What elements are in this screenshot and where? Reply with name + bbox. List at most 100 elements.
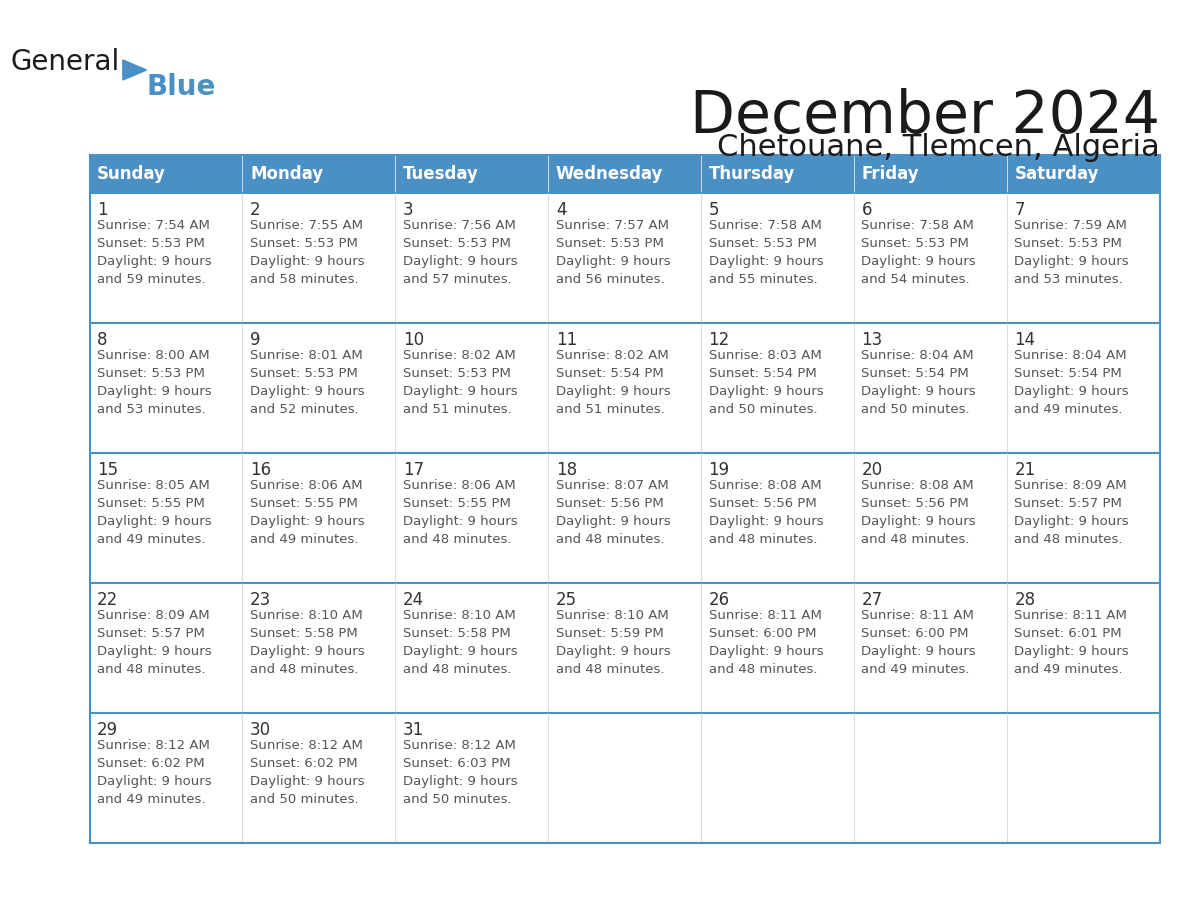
Text: 26: 26 (708, 591, 729, 609)
Text: General: General (11, 48, 120, 76)
Bar (396, 155, 548, 193)
Text: 27: 27 (861, 591, 883, 609)
Text: Sunrise: 8:03 AM
Sunset: 5:54 PM
Daylight: 9 hours
and 50 minutes.: Sunrise: 8:03 AM Sunset: 5:54 PM Dayligh… (708, 349, 823, 416)
Text: Sunrise: 7:58 AM
Sunset: 5:53 PM
Daylight: 9 hours
and 55 minutes.: Sunrise: 7:58 AM Sunset: 5:53 PM Dayligh… (708, 219, 823, 286)
Text: Saturday: Saturday (1015, 165, 1099, 183)
Bar (701, 713, 854, 843)
Bar (548, 193, 701, 323)
Bar (89, 155, 242, 193)
Text: Sunrise: 8:11 AM
Sunset: 6:01 PM
Daylight: 9 hours
and 49 minutes.: Sunrise: 8:11 AM Sunset: 6:01 PM Dayligh… (1015, 609, 1129, 676)
Text: Sunrise: 7:59 AM
Sunset: 5:53 PM
Daylight: 9 hours
and 53 minutes.: Sunrise: 7:59 AM Sunset: 5:53 PM Dayligh… (1015, 219, 1129, 286)
Text: Sunrise: 8:02 AM
Sunset: 5:53 PM
Daylight: 9 hours
and 51 minutes.: Sunrise: 8:02 AM Sunset: 5:53 PM Dayligh… (403, 349, 518, 416)
Text: 22: 22 (97, 591, 119, 609)
Bar (1006, 453, 1159, 583)
Text: Sunrise: 8:04 AM
Sunset: 5:54 PM
Daylight: 9 hours
and 50 minutes.: Sunrise: 8:04 AM Sunset: 5:54 PM Dayligh… (861, 349, 977, 416)
Bar (89, 193, 242, 323)
Bar (89, 583, 242, 713)
Bar (854, 323, 1006, 453)
Text: 6: 6 (861, 201, 872, 219)
Text: 8: 8 (97, 331, 108, 349)
Text: 18: 18 (556, 461, 577, 479)
Bar (89, 323, 242, 453)
Text: December 2024: December 2024 (689, 88, 1159, 145)
Text: Chetouane, Tlemcen, Algeria: Chetouane, Tlemcen, Algeria (716, 133, 1159, 162)
Text: 28: 28 (1015, 591, 1036, 609)
Text: Sunrise: 8:06 AM
Sunset: 5:55 PM
Daylight: 9 hours
and 49 minutes.: Sunrise: 8:06 AM Sunset: 5:55 PM Dayligh… (251, 479, 365, 546)
Bar (701, 453, 854, 583)
Text: 15: 15 (97, 461, 119, 479)
Text: Friday: Friday (861, 165, 920, 183)
Text: 30: 30 (251, 721, 271, 739)
Text: 11: 11 (556, 331, 577, 349)
Text: Sunrise: 8:00 AM
Sunset: 5:53 PM
Daylight: 9 hours
and 53 minutes.: Sunrise: 8:00 AM Sunset: 5:53 PM Dayligh… (97, 349, 211, 416)
Bar (701, 583, 854, 713)
Text: Sunrise: 7:55 AM
Sunset: 5:53 PM
Daylight: 9 hours
and 58 minutes.: Sunrise: 7:55 AM Sunset: 5:53 PM Dayligh… (251, 219, 365, 286)
Text: Sunrise: 8:10 AM
Sunset: 5:58 PM
Daylight: 9 hours
and 48 minutes.: Sunrise: 8:10 AM Sunset: 5:58 PM Dayligh… (251, 609, 365, 676)
Text: Sunrise: 8:05 AM
Sunset: 5:55 PM
Daylight: 9 hours
and 49 minutes.: Sunrise: 8:05 AM Sunset: 5:55 PM Dayligh… (97, 479, 211, 546)
Bar (242, 155, 396, 193)
Bar (854, 193, 1006, 323)
Bar (242, 583, 396, 713)
Text: 12: 12 (708, 331, 729, 349)
Text: 9: 9 (251, 331, 260, 349)
Text: Sunrise: 7:58 AM
Sunset: 5:53 PM
Daylight: 9 hours
and 54 minutes.: Sunrise: 7:58 AM Sunset: 5:53 PM Dayligh… (861, 219, 977, 286)
Bar (1006, 155, 1159, 193)
Bar (548, 713, 701, 843)
Text: 13: 13 (861, 331, 883, 349)
Text: 20: 20 (861, 461, 883, 479)
Bar (396, 453, 548, 583)
Bar (89, 713, 242, 843)
Text: 17: 17 (403, 461, 424, 479)
Text: 5: 5 (708, 201, 719, 219)
Text: Monday: Monday (251, 165, 323, 183)
Text: Sunrise: 7:54 AM
Sunset: 5:53 PM
Daylight: 9 hours
and 59 minutes.: Sunrise: 7:54 AM Sunset: 5:53 PM Dayligh… (97, 219, 211, 286)
Text: Sunrise: 8:12 AM
Sunset: 6:02 PM
Daylight: 9 hours
and 49 minutes.: Sunrise: 8:12 AM Sunset: 6:02 PM Dayligh… (97, 739, 211, 806)
Bar (242, 323, 396, 453)
Text: Sunrise: 8:06 AM
Sunset: 5:55 PM
Daylight: 9 hours
and 48 minutes.: Sunrise: 8:06 AM Sunset: 5:55 PM Dayligh… (403, 479, 518, 546)
Text: Sunrise: 8:11 AM
Sunset: 6:00 PM
Daylight: 9 hours
and 48 minutes.: Sunrise: 8:11 AM Sunset: 6:00 PM Dayligh… (708, 609, 823, 676)
Text: Sunrise: 7:56 AM
Sunset: 5:53 PM
Daylight: 9 hours
and 57 minutes.: Sunrise: 7:56 AM Sunset: 5:53 PM Dayligh… (403, 219, 518, 286)
Bar (89, 453, 242, 583)
Text: 25: 25 (556, 591, 577, 609)
Text: 24: 24 (403, 591, 424, 609)
Text: Sunrise: 8:10 AM
Sunset: 5:59 PM
Daylight: 9 hours
and 48 minutes.: Sunrise: 8:10 AM Sunset: 5:59 PM Dayligh… (556, 609, 670, 676)
Bar (242, 453, 396, 583)
Text: 1: 1 (97, 201, 108, 219)
Bar (396, 713, 548, 843)
Text: Sunrise: 8:07 AM
Sunset: 5:56 PM
Daylight: 9 hours
and 48 minutes.: Sunrise: 8:07 AM Sunset: 5:56 PM Dayligh… (556, 479, 670, 546)
Bar (548, 453, 701, 583)
Text: 14: 14 (1015, 331, 1036, 349)
Text: 16: 16 (251, 461, 271, 479)
Text: Blue: Blue (146, 73, 216, 101)
Text: Sunrise: 7:57 AM
Sunset: 5:53 PM
Daylight: 9 hours
and 56 minutes.: Sunrise: 7:57 AM Sunset: 5:53 PM Dayligh… (556, 219, 670, 286)
Bar (548, 155, 701, 193)
Bar (701, 155, 854, 193)
Text: Sunrise: 8:11 AM
Sunset: 6:00 PM
Daylight: 9 hours
and 49 minutes.: Sunrise: 8:11 AM Sunset: 6:00 PM Dayligh… (861, 609, 977, 676)
Bar (854, 713, 1006, 843)
Text: Sunrise: 8:12 AM
Sunset: 6:03 PM
Daylight: 9 hours
and 50 minutes.: Sunrise: 8:12 AM Sunset: 6:03 PM Dayligh… (403, 739, 518, 806)
Text: Sunrise: 8:08 AM
Sunset: 5:56 PM
Daylight: 9 hours
and 48 minutes.: Sunrise: 8:08 AM Sunset: 5:56 PM Dayligh… (708, 479, 823, 546)
Text: 2: 2 (251, 201, 260, 219)
Text: Sunrise: 8:09 AM
Sunset: 5:57 PM
Daylight: 9 hours
and 48 minutes.: Sunrise: 8:09 AM Sunset: 5:57 PM Dayligh… (97, 609, 211, 676)
Text: 3: 3 (403, 201, 413, 219)
Bar (396, 583, 548, 713)
Bar (548, 323, 701, 453)
Bar (1006, 713, 1159, 843)
Text: 10: 10 (403, 331, 424, 349)
Text: Sunday: Sunday (97, 165, 166, 183)
Text: 19: 19 (708, 461, 729, 479)
Bar (854, 453, 1006, 583)
Bar (701, 193, 854, 323)
Bar (548, 583, 701, 713)
Text: 23: 23 (251, 591, 271, 609)
Text: Sunrise: 8:08 AM
Sunset: 5:56 PM
Daylight: 9 hours
and 48 minutes.: Sunrise: 8:08 AM Sunset: 5:56 PM Dayligh… (861, 479, 977, 546)
Bar (242, 193, 396, 323)
Text: 29: 29 (97, 721, 119, 739)
Text: Tuesday: Tuesday (403, 165, 479, 183)
Bar (854, 583, 1006, 713)
Text: 21: 21 (1015, 461, 1036, 479)
Text: 7: 7 (1015, 201, 1025, 219)
Text: Sunrise: 8:09 AM
Sunset: 5:57 PM
Daylight: 9 hours
and 48 minutes.: Sunrise: 8:09 AM Sunset: 5:57 PM Dayligh… (1015, 479, 1129, 546)
Bar (701, 323, 854, 453)
Text: 4: 4 (556, 201, 567, 219)
